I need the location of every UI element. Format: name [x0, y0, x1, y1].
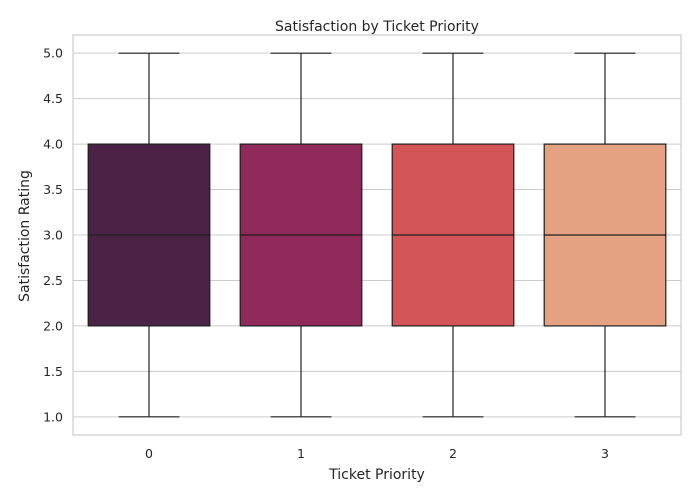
boxes — [87, 52, 667, 418]
x-tick-label: 0 — [145, 446, 153, 461]
x-axis-label: Ticket Priority — [328, 467, 425, 483]
y-tick-label: 2.5 — [43, 273, 63, 288]
y-tick-label: 3.0 — [43, 228, 63, 243]
y-tick-label: 1.0 — [43, 409, 63, 424]
x-tick-label: 1 — [297, 446, 305, 461]
x-tick-label: 3 — [601, 446, 609, 461]
y-tick-label: 1.5 — [43, 364, 63, 379]
box-group — [543, 52, 667, 418]
box-group — [239, 52, 363, 418]
plot-frame — [72, 34, 682, 436]
chart-title: Satisfaction by Ticket Priority — [275, 19, 479, 35]
x-tick-labels: 0 1 2 3 — [145, 446, 609, 461]
y-tick-label: 4.5 — [43, 91, 63, 106]
y-tick-label: 4.0 — [43, 137, 63, 152]
y-tick-labels: 1.0 1.5 2.0 2.5 3.0 3.5 4.0 4.5 5.0 — [43, 46, 63, 425]
box-group — [391, 52, 515, 418]
box-group — [87, 52, 211, 418]
x-tick-label: 2 — [449, 446, 457, 461]
y-tick-label: 3.5 — [43, 182, 63, 197]
y-axis-label: Satisfaction Rating — [17, 170, 33, 302]
y-tick-label: 2.0 — [43, 318, 63, 333]
y-tick-label: 5.0 — [43, 46, 63, 61]
